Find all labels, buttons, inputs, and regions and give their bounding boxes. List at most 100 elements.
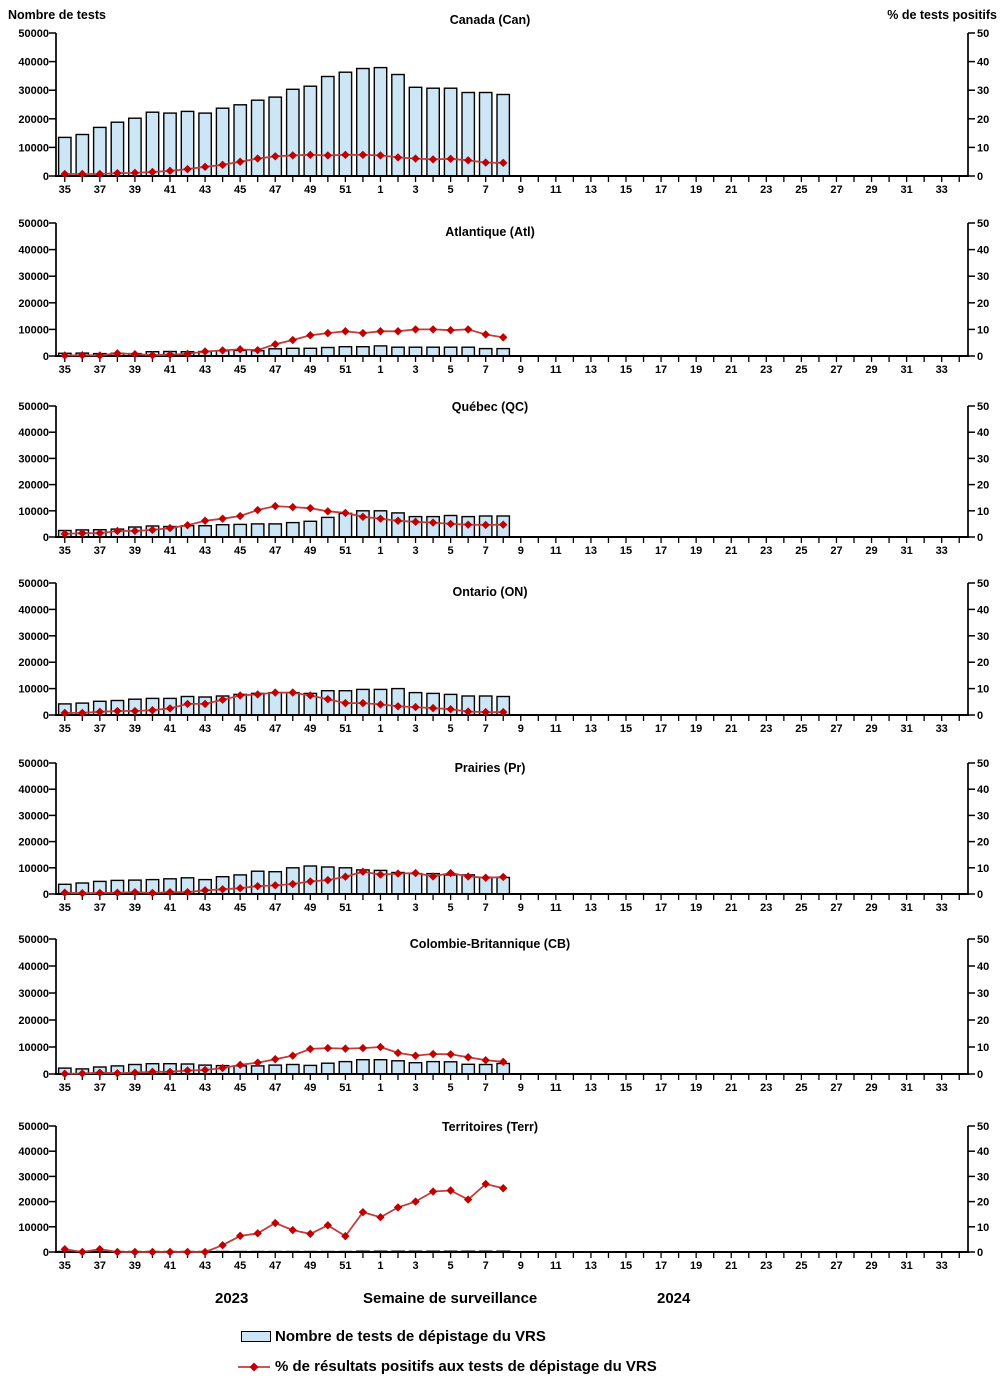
bar-week-7 (478, 347, 493, 357)
positivity-marker-week-50 (323, 1043, 333, 1053)
positivity-marker-week-37 (95, 707, 105, 717)
svg-text:50: 50 (977, 1121, 989, 1133)
svg-text:9: 9 (518, 545, 524, 557)
svg-text:3: 3 (412, 184, 418, 196)
svg-text:49: 49 (304, 545, 316, 557)
svg-text:5: 5 (448, 184, 454, 196)
positivity-marker-week-3 (411, 325, 420, 334)
svg-text:9: 9 (518, 364, 524, 376)
svg-text:40: 40 (977, 961, 989, 973)
positivity-marker-week-6 (463, 872, 473, 881)
bar-week-5 (443, 346, 458, 357)
positivity-marker-week-48 (288, 879, 297, 889)
svg-text:9: 9 (518, 902, 524, 914)
positivity-marker-week-48 (288, 335, 297, 345)
positivity-marker-week-2 (393, 869, 403, 878)
svg-text:17: 17 (655, 364, 667, 376)
svg-text:10000: 10000 (18, 1042, 49, 1054)
svg-text:0: 0 (43, 1069, 49, 1081)
svg-text:33: 33 (936, 364, 948, 376)
svg-text:41: 41 (164, 1082, 176, 1094)
svg-text:49: 49 (304, 184, 316, 196)
positivity-marker-week-36 (78, 708, 87, 718)
svg-text:9: 9 (518, 723, 524, 735)
positivity-marker-week-37 (95, 351, 105, 360)
svg-text:10000: 10000 (18, 863, 49, 875)
svg-text:7: 7 (483, 1082, 489, 1094)
positivity-marker-week-52 (358, 512, 368, 522)
svg-text:0: 0 (977, 532, 983, 544)
bar-week-50 (320, 516, 335, 538)
svg-text:45: 45 (234, 902, 246, 914)
svg-text:37: 37 (94, 1082, 106, 1094)
svg-text:47: 47 (269, 184, 281, 196)
svg-text:49: 49 (304, 364, 316, 376)
svg-text:13: 13 (585, 723, 597, 735)
svg-text:10000: 10000 (18, 684, 49, 696)
svg-text:20000: 20000 (18, 114, 49, 126)
positivity-marker-week-2 (393, 327, 403, 336)
svg-text:31: 31 (900, 723, 912, 735)
svg-text:3: 3 (412, 723, 418, 735)
svg-text:15: 15 (620, 545, 632, 557)
positivity-marker-week-39 (130, 526, 140, 536)
positivity-marker-week-36 (78, 889, 87, 898)
bar-week-6 (461, 346, 476, 357)
svg-text:27: 27 (830, 902, 842, 914)
svg-text:20: 20 (977, 1197, 989, 1209)
svg-text:43: 43 (199, 184, 211, 196)
positivity-marker-week-35 (60, 708, 69, 718)
positivity-marker-week-8 (499, 707, 508, 717)
svg-text:10000: 10000 (18, 324, 49, 336)
svg-text:29: 29 (865, 364, 877, 376)
positivity-marker-week-49 (306, 1229, 315, 1239)
positivity-marker-week-49 (306, 503, 315, 513)
positivity-marker-week-46 (253, 1058, 262, 1067)
positivity-marker-week-43 (200, 516, 210, 525)
bar-week-3 (408, 346, 423, 357)
svg-text:7: 7 (483, 184, 489, 196)
positivity-marker-week-45 (235, 1060, 245, 1070)
svg-text:25: 25 (795, 902, 807, 914)
positivity-marker-week-42 (183, 349, 192, 359)
svg-text:30000: 30000 (18, 85, 49, 97)
positivity-marker-week-6 (463, 325, 473, 334)
svg-text:29: 29 (865, 545, 877, 557)
positivity-marker-week-6 (463, 707, 473, 716)
svg-text:50000: 50000 (18, 28, 49, 40)
svg-text:45: 45 (234, 545, 246, 557)
svg-text:15: 15 (620, 364, 632, 376)
svg-text:39: 39 (129, 723, 141, 735)
svg-text:35: 35 (59, 364, 71, 376)
positivity-marker-week-5 (446, 704, 455, 714)
bar-week-1 (373, 66, 388, 177)
positivity-marker-week-1 (376, 870, 385, 879)
svg-text:47: 47 (269, 545, 281, 557)
bar-week-50 (320, 1062, 335, 1075)
positivity-marker-week-49 (306, 877, 315, 886)
svg-text:19: 19 (690, 1082, 702, 1094)
positivity-marker-week-38 (113, 706, 122, 716)
svg-text:0: 0 (977, 351, 983, 363)
left-axis-title: Nombre de tests (8, 8, 106, 22)
positivity-marker-week-51 (341, 508, 350, 518)
positivity-marker-week-3 (411, 702, 420, 712)
svg-text:9: 9 (518, 1260, 524, 1272)
svg-text:50: 50 (977, 934, 989, 946)
bar-week-44 (215, 524, 230, 538)
positivity-marker-week-6 (463, 1195, 473, 1204)
positivity-marker-week-42 (183, 1066, 192, 1075)
bar-week-4 (426, 1060, 440, 1075)
positivity-marker-week-8 (499, 872, 508, 882)
positivity-marker-week-52 (358, 867, 368, 876)
svg-text:17: 17 (655, 1082, 667, 1094)
positivity-marker-week-35 (60, 888, 69, 897)
svg-text:19: 19 (690, 184, 702, 196)
svg-text:37: 37 (94, 545, 106, 557)
positivity-marker-week-38 (113, 1247, 122, 1257)
bar-week-48 (285, 1063, 300, 1075)
bar-week-39 (127, 117, 142, 177)
svg-text:45: 45 (234, 184, 246, 196)
svg-text:41: 41 (164, 364, 176, 376)
svg-text:0: 0 (43, 710, 49, 722)
